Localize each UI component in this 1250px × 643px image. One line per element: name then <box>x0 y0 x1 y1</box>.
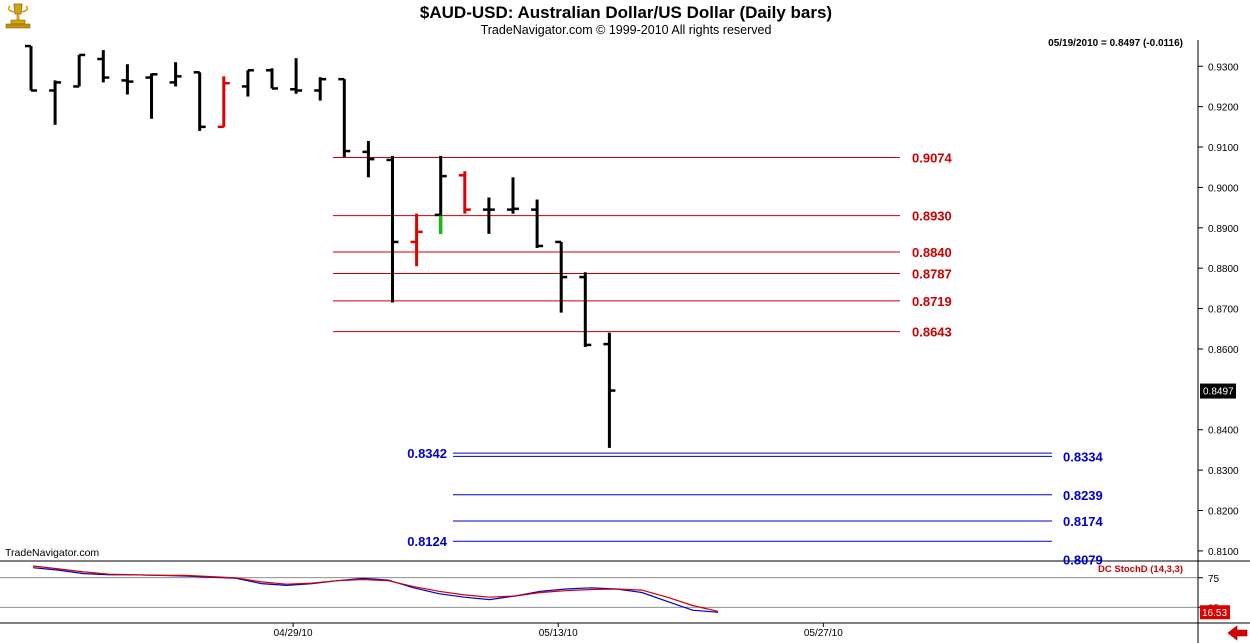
stochastic-panel: 752516.53 <box>0 565 1230 620</box>
price-bar <box>121 64 134 95</box>
price-tick-label: 0.8600 <box>1208 345 1239 356</box>
price-tick-label: 0.8200 <box>1208 507 1239 518</box>
stoch-value-label: 16.53 <box>1202 608 1227 619</box>
price-tick-label: 0.8300 <box>1208 466 1239 477</box>
price-bar <box>410 213 423 267</box>
stoch-value-tag <box>1200 605 1230 620</box>
chart-title: $AUD-USD: Australian Dollar/US Dollar (D… <box>420 3 832 22</box>
price-axis: 0.9300 0.9200 0.9100 0.9000 0.8900 0.8800 0.87… <box>1198 62 1239 558</box>
scroll-left-arrow-icon[interactable] <box>1226 625 1248 641</box>
price-bar <box>507 177 519 214</box>
support-label-right: 0.8334 <box>1063 449 1104 464</box>
price-tick-label: 0.8400 <box>1208 426 1239 437</box>
resistance-label: 0.8719 <box>912 294 952 309</box>
price-bar <box>386 155 399 303</box>
price-tick-label: 0.9100 <box>1208 143 1239 154</box>
price-tick-label: 0.8800 <box>1208 264 1239 275</box>
price-bar <box>458 171 471 214</box>
price-tick-label: 0.9200 <box>1208 103 1239 114</box>
price-tick-label: 0.9000 <box>1208 183 1239 194</box>
resistance-label: 0.8930 <box>912 209 952 224</box>
price-bar <box>217 76 230 129</box>
price-bar <box>266 68 278 90</box>
time-tick-label: 05/13/10 <box>539 628 578 639</box>
price-bar <box>338 77 351 158</box>
price-bar <box>169 62 182 87</box>
resistance-label: 0.9074 <box>912 151 953 166</box>
time-tick-label: 05/27/10 <box>804 628 843 639</box>
current-price-tag: 0.8497 <box>1200 383 1236 399</box>
time-tick-label: 04/29/10 <box>274 628 313 639</box>
price-bar <box>603 332 616 448</box>
current-price-value: 0.8497 <box>1203 387 1234 398</box>
support-label-right: 0.8239 <box>1063 488 1103 503</box>
quote-readout: 05/19/2010 = 0.8497 (-0.0116) <box>1048 38 1183 49</box>
price-bars <box>25 44 616 448</box>
price-bar <box>579 272 592 347</box>
resistance-label: 0.8840 <box>912 245 952 260</box>
support-label-left: 0.8124 <box>407 534 448 549</box>
price-tick-label: 0.8900 <box>1208 224 1239 235</box>
price-bar <box>290 58 303 94</box>
support-label-left: 0.8342 <box>407 446 447 461</box>
indicator-title: DC StochD (14,3,3) <box>1098 564 1183 575</box>
chart-subtitle: TradeNavigator.com © 1999-2010 All right… <box>481 23 772 37</box>
support-label-right: 0.8079 <box>1063 552 1103 567</box>
price-bar <box>482 197 495 234</box>
price-bar <box>555 240 568 313</box>
price-bar <box>434 155 447 234</box>
price-bar <box>73 53 86 88</box>
price-bar <box>193 71 206 131</box>
resistance-label: 0.8787 <box>912 266 952 281</box>
price-bar <box>362 140 375 178</box>
price-tick-label: 0.8700 <box>1208 305 1239 316</box>
logo-trophy-icon <box>5 3 31 29</box>
price-bar <box>49 80 62 125</box>
price-bar <box>25 44 37 92</box>
price-bar <box>314 77 327 101</box>
time-axis: 04/29/10 05/13/10 05/27/10 <box>274 623 843 639</box>
stoch-series-line <box>32 565 719 612</box>
fib-levels: 0.9074 0.8930 0.8840 0.8787 0.8719 0.8643 0.83… <box>333 151 1104 567</box>
price-bar <box>531 199 544 248</box>
price-bar <box>241 69 254 97</box>
price-bar <box>145 73 158 119</box>
watermark-text: TradeNavigator.com <box>5 547 99 559</box>
stoch-tick-label: 75 <box>1208 574 1220 585</box>
price-tick-label: 0.8100 <box>1208 547 1239 558</box>
support-label-right: 0.8174 <box>1063 514 1104 529</box>
price-tick-label: 0.9300 <box>1208 62 1239 73</box>
price-bar <box>97 50 110 83</box>
resistance-label: 0.8643 <box>912 325 952 340</box>
